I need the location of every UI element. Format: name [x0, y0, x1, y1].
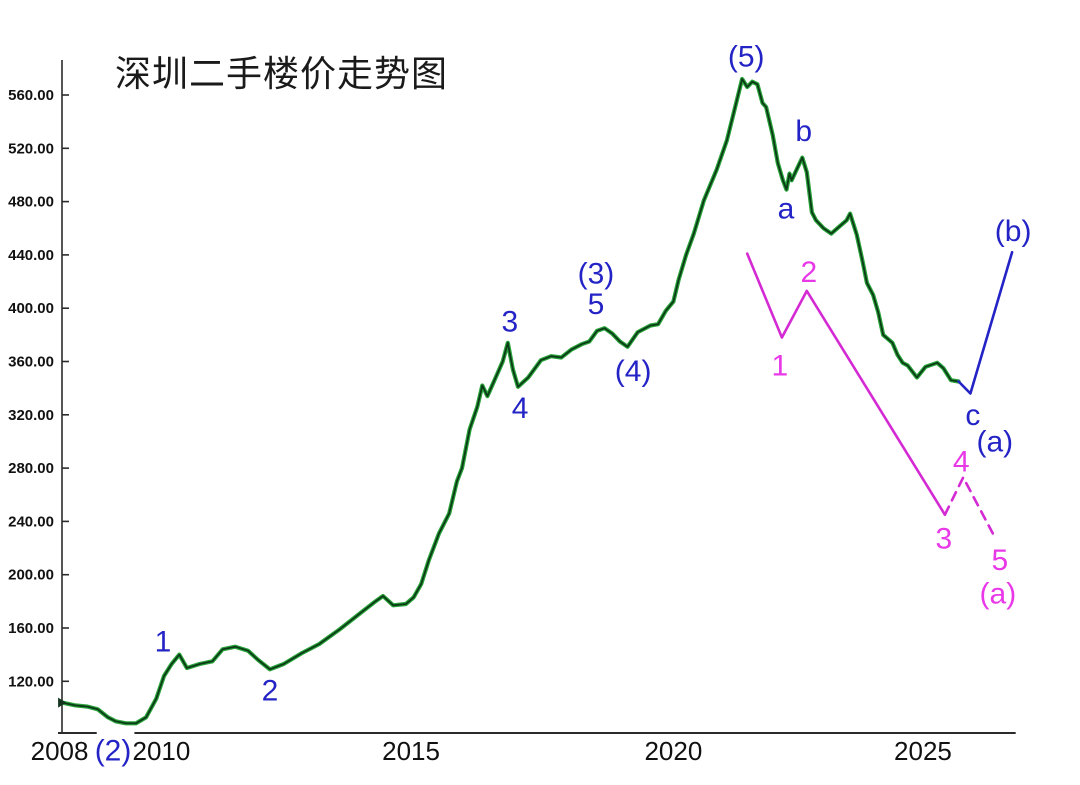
x-tick-label: 2020 [644, 736, 702, 766]
y-tick-label: 240.00 [8, 513, 54, 530]
y-tick-label: 400.00 [8, 300, 54, 317]
wave-label-magenta-pap: (a) [980, 577, 1017, 610]
wave-label-magenta-1: 1 [771, 349, 788, 382]
price-line-glow [59, 76, 961, 726]
y-tick-label: 520.00 [8, 140, 54, 157]
y-tick-label: 360.00 [8, 354, 54, 371]
y-tick-label: 120.00 [8, 673, 54, 690]
y-tick-label: 440.00 [8, 247, 54, 264]
x-tick-label: 2015 [382, 736, 440, 766]
series-lines [58, 76, 1014, 726]
y-tick-label: 320.00 [8, 407, 54, 424]
y-tick-label: 480.00 [8, 194, 54, 211]
x-tick-label: 2008 [31, 736, 89, 766]
x-axis: 2008 2010 2015 2020 2025 [31, 732, 1016, 766]
wave-label-blue-p5p: (5) [728, 40, 765, 73]
wave-label-blue-a: a [778, 192, 795, 225]
wave-label-magenta-5: 5 [992, 544, 1009, 577]
series-start-marker [58, 697, 67, 708]
wave-label-magenta-2: 2 [801, 256, 818, 289]
wave-label-blue-2: 2 [262, 675, 279, 708]
y-tick-label: 280.00 [8, 460, 54, 477]
projection-line-magenta-dashed [943, 476, 995, 535]
wave-label-blue-p3p: (3) [578, 258, 615, 291]
y-tick-label: 200.00 [8, 567, 54, 584]
wave-label-magenta-3: 3 [936, 523, 953, 556]
x-tick-label: 2010 [133, 736, 191, 766]
projection-line-magenta [745, 252, 947, 517]
wave-label-magenta-4: 4 [953, 445, 970, 478]
x-tick-label: 2025 [894, 736, 952, 766]
wave-label-blue-1: 1 [155, 625, 172, 658]
wave-label-blue-pbp: (b) [995, 215, 1032, 248]
wave-label-blue-3: 3 [502, 306, 519, 339]
wave-label-blue-5: 5 [588, 288, 605, 321]
y-tick-label: 560.00 [8, 87, 54, 104]
y-tick-label: 160.00 [8, 620, 54, 637]
wave-label-blue-p4p: (4) [615, 355, 652, 388]
y-axis: 560.00 520.00 480.00 440.00 400.00 360.00 320.… [8, 60, 69, 733]
projection-line-blue [957, 250, 1014, 395]
wave-label-blue-b: b [795, 115, 812, 148]
price-line [61, 78, 960, 725]
wave-label-blue-c: c [965, 399, 980, 432]
wave-label-blue-pap: (a) [976, 425, 1013, 458]
chart-title: 深圳二手楼价走势图 [115, 53, 448, 94]
wave-label-blue-p2p: (2) [95, 735, 132, 768]
wave-label-blue-4: 4 [512, 392, 529, 425]
